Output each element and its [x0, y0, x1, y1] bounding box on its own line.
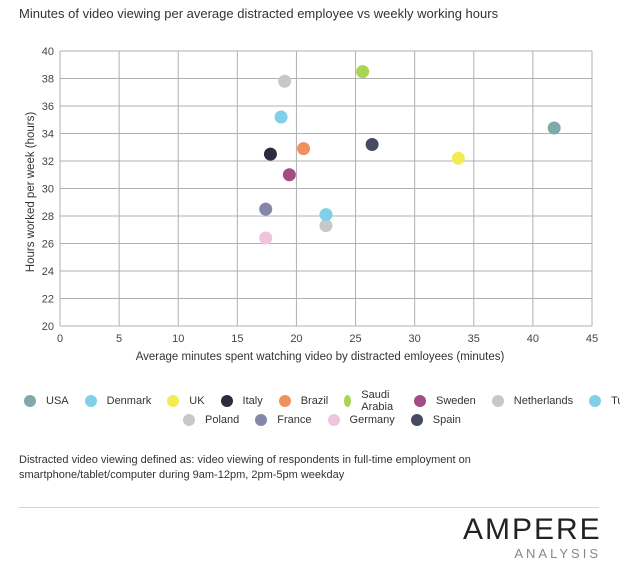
- tick-labels: 0 5 10 15 20 25 30 35 40 45 20 22 24 26 28 30 32 34 36 38 40: [42, 46, 598, 345]
- data-point-turkey: [319, 208, 333, 222]
- legend-label: UK: [189, 395, 205, 407]
- legend-label: USA: [46, 395, 69, 407]
- x-axis-label: Average minutes spent watching video by …: [136, 351, 505, 363]
- legend-label: Spain: [432, 414, 461, 426]
- legend-label: Germany: [349, 414, 395, 426]
- legend-swatch: [589, 395, 602, 407]
- legend-label: Sweden: [436, 395, 476, 407]
- x-tick-label: 5: [116, 333, 122, 345]
- divider: [19, 507, 599, 508]
- data-point-denmark: [274, 110, 288, 124]
- legend-item-poland: Poland: [183, 414, 239, 426]
- y-tick-label: 34: [42, 129, 54, 141]
- legend-swatch: [278, 395, 291, 407]
- legend-swatch: [183, 414, 195, 426]
- legend-item-netherlands: Netherlands: [491, 395, 574, 407]
- data-point-poland: [278, 74, 292, 88]
- y-tick-label: 22: [42, 294, 54, 306]
- legend-item-germany: Germany: [327, 414, 395, 426]
- x-tick-label: 15: [231, 333, 243, 345]
- x-tick-label: 0: [57, 333, 63, 345]
- legend-label: France: [277, 414, 312, 426]
- data-point-sweden: [282, 168, 296, 182]
- footnote: Distracted video viewing defined as: vid…: [19, 454, 471, 481]
- legend-label: Denmark: [106, 395, 152, 407]
- logo-main-text: AMPERE: [463, 513, 602, 546]
- legend-swatch: [84, 395, 97, 407]
- y-tick-label: 20: [42, 321, 54, 333]
- x-tick-label: 30: [409, 333, 421, 345]
- legend-label: Saudi Arabia: [361, 389, 394, 413]
- y-tick-label: 24: [42, 266, 54, 278]
- data-point-uk: [451, 151, 465, 165]
- y-tick-label: 40: [42, 46, 54, 58]
- logo-sub-text: ANALYSIS: [514, 546, 601, 561]
- x-tick-label: 25: [349, 333, 361, 345]
- chart-title: Minutes of video viewing per average dis…: [19, 6, 499, 21]
- legend-item-uk: UK: [167, 395, 205, 407]
- legend-swatch: [167, 395, 180, 407]
- data-point-france: [259, 202, 273, 216]
- data-point-brazil: [297, 142, 311, 156]
- data-points: [259, 65, 561, 245]
- legend-label: Italy: [242, 395, 263, 407]
- legend-item-spain: Spain: [410, 414, 461, 426]
- legend-label: Brazil: [300, 395, 329, 407]
- y-tick-label: 32: [42, 156, 54, 168]
- legend-swatch: [327, 414, 340, 426]
- legend-row: Poland France Germany Spain: [183, 414, 477, 426]
- ampere-logo: AMPERE ANALYSIS: [463, 515, 601, 562]
- y-axis-label: Hours worked per week (hours): [25, 112, 37, 273]
- legend-row: USA Denmark UK Italy Brazil Saudi Arabia Swede…: [24, 389, 620, 413]
- legend-swatch: [491, 395, 504, 407]
- y-tick-label: 30: [42, 184, 54, 196]
- scatter-chart: 0 5 10 15 20 25 30 35 40 45 20 22 24 26 28 30 32 34 36 38 40…: [25, 46, 598, 363]
- x-tick-label: 45: [586, 333, 598, 345]
- data-point-netherlands: [319, 219, 333, 233]
- x-tick-label: 20: [290, 333, 302, 345]
- grid: [59, 50, 593, 327]
- legend-item-italy: Italy: [220, 395, 263, 407]
- legend-item-saudi-arabia: Saudi Arabia: [344, 389, 398, 413]
- data-point-germany: [259, 231, 273, 245]
- data-point-saudi-arabia: [356, 65, 370, 79]
- y-tick-label: 28: [42, 211, 54, 223]
- legend-swatch: [24, 395, 36, 407]
- legend-swatch: [344, 395, 352, 407]
- legend-swatch: [220, 395, 233, 407]
- legend-item-denmark: Denmark: [84, 395, 152, 407]
- y-tick-label: 26: [42, 239, 54, 251]
- y-tick-label: 36: [42, 101, 54, 113]
- data-point-spain: [365, 138, 379, 151]
- legend-swatch: [255, 414, 268, 426]
- legend-swatch: [414, 395, 427, 407]
- legend-label: Netherlands: [513, 395, 574, 407]
- x-tick-label: 35: [468, 333, 480, 345]
- legend-item-turkey: Turkey: [589, 395, 620, 407]
- legend-label: Poland: [205, 414, 240, 426]
- legend-swatch: [410, 414, 423, 426]
- legend-label: Turkey: [611, 395, 620, 407]
- y-tick-label: 38: [42, 74, 54, 86]
- data-point-italy: [263, 147, 277, 161]
- x-tick-label: 40: [527, 333, 539, 345]
- legend-item-brazil: Brazil: [278, 395, 329, 407]
- legend-item-usa: USA: [24, 395, 69, 407]
- x-tick-label: 10: [172, 333, 184, 345]
- legend-item-sweden: Sweden: [414, 395, 476, 407]
- data-point-usa: [547, 121, 561, 135]
- legend-item-france: France: [255, 414, 312, 426]
